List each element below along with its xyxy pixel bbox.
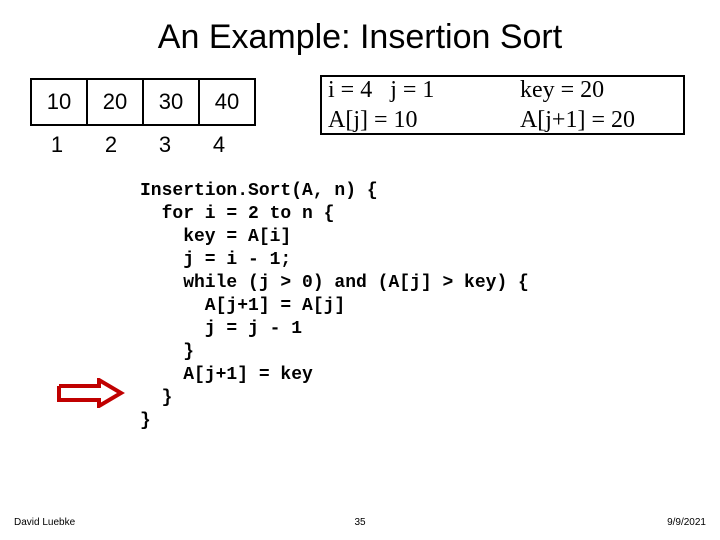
index-label: 3	[138, 126, 192, 158]
state-i: i = 4	[328, 77, 372, 103]
code-line: }	[140, 411, 151, 431]
state-box: i = 4 j = 1 key = 20 A[j] = 10 A[j+1] = …	[320, 75, 685, 135]
code-line: }	[140, 342, 194, 362]
code-line: }	[140, 388, 172, 408]
index-label: 2	[84, 126, 138, 158]
state-aj: A[j] = 10	[328, 105, 520, 135]
index-label: 1	[30, 126, 84, 158]
code-line: while (j > 0) and (A[j] > key) {	[140, 273, 529, 293]
code-line: key = A[i]	[140, 227, 291, 247]
code-block: Insertion.Sort(A, n) { for i = 2 to n { …	[140, 180, 529, 433]
code-line: A[j+1] = key	[140, 365, 313, 385]
state-j: j = 1	[390, 77, 434, 103]
index-label: 4	[192, 126, 246, 158]
arrow-icon	[55, 378, 125, 413]
code-line: for i = 2 to n {	[140, 204, 334, 224]
code-line: A[j+1] = A[j]	[140, 296, 345, 316]
page-title: An Example: Insertion Sort	[0, 18, 720, 57]
code-line: j = j - 1	[140, 319, 302, 339]
state-key: key = 20	[520, 75, 677, 105]
array-cell: 20	[87, 79, 143, 125]
slide: An Example: Insertion Sort 10 20 30 40 1…	[0, 0, 720, 540]
state-i-j: i = 4 j = 1	[328, 75, 520, 105]
code-line: j = i - 1;	[140, 250, 291, 270]
array-indices: 1234	[30, 126, 246, 158]
array-cell: 10	[31, 79, 87, 125]
footer-page: 35	[0, 517, 720, 528]
state-aj1: A[j+1] = 20	[520, 105, 677, 135]
array-cell: 30	[143, 79, 199, 125]
code-line: Insertion.Sort(A, n) {	[140, 181, 378, 201]
footer-date: 9/9/2021	[667, 517, 706, 528]
array-table: 10 20 30 40	[30, 78, 256, 126]
array-cell: 40	[199, 79, 255, 125]
